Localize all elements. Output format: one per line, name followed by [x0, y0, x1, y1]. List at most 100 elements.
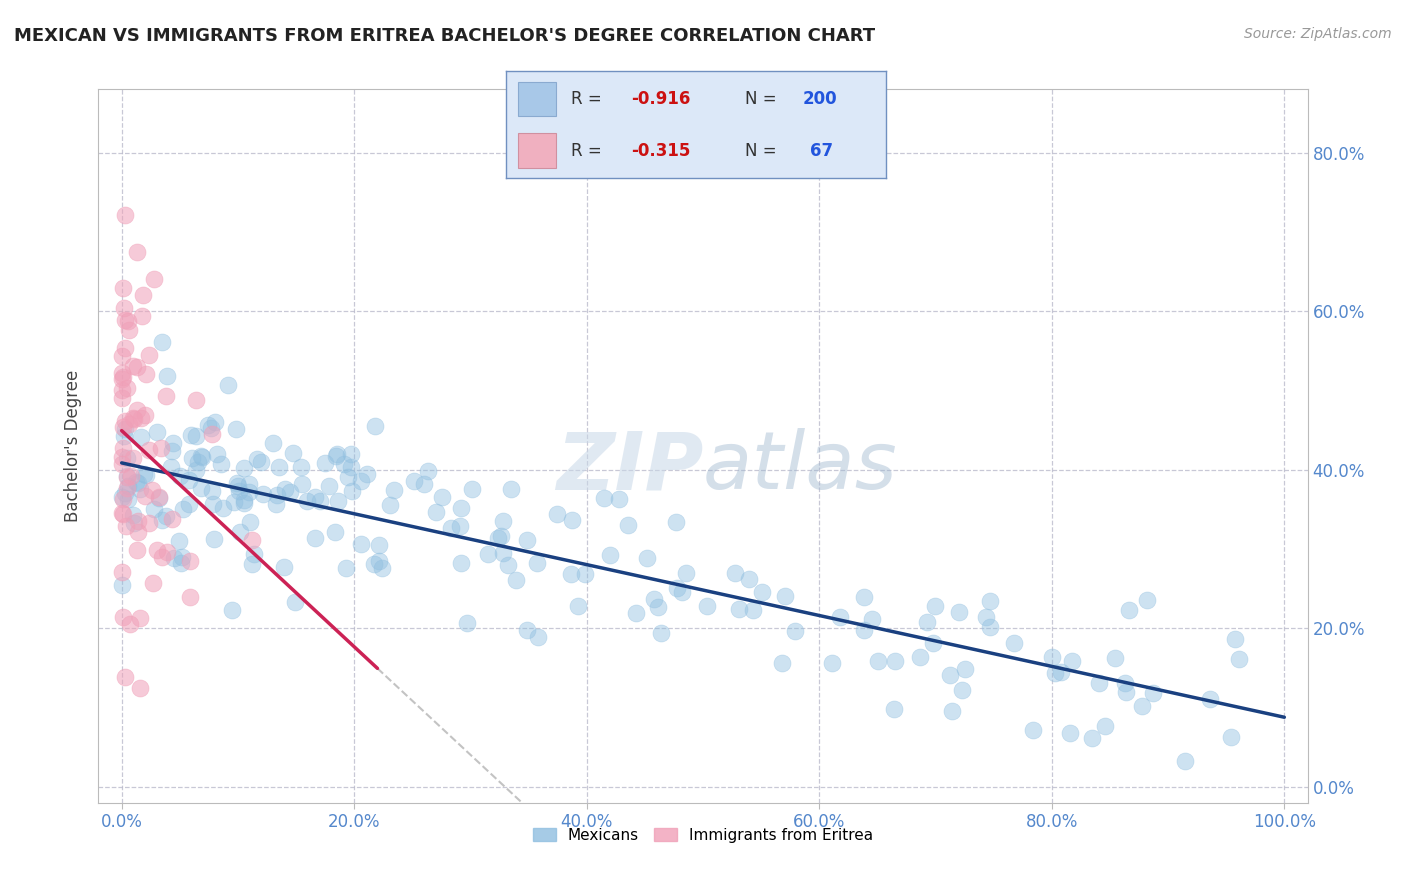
Point	[111, 349, 134, 363]
Point	[180, 428, 202, 442]
Point	[742, 603, 765, 617]
Point	[115, 470, 138, 484]
Point	[186, 393, 208, 408]
Point	[290, 460, 312, 475]
Point	[115, 519, 138, 533]
Point	[111, 450, 134, 464]
Text: 200: 200	[803, 90, 837, 108]
Point	[143, 272, 166, 286]
Point	[243, 547, 266, 561]
Point	[169, 556, 191, 570]
Point	[135, 367, 157, 381]
Point	[1022, 723, 1045, 737]
Text: 67: 67	[810, 142, 832, 160]
Point	[941, 704, 963, 718]
Text: R =: R =	[571, 90, 607, 108]
Point	[160, 512, 183, 526]
FancyBboxPatch shape	[517, 134, 555, 168]
Point	[647, 600, 669, 615]
Point	[111, 609, 134, 624]
Point	[450, 556, 472, 570]
Point	[284, 595, 307, 609]
Point	[450, 500, 472, 515]
Point	[212, 501, 235, 516]
Point	[526, 557, 548, 571]
Point	[1220, 730, 1243, 744]
Point	[924, 599, 946, 613]
Point	[830, 610, 852, 624]
Point	[665, 516, 688, 530]
Point	[751, 584, 773, 599]
Point	[114, 486, 136, 500]
Point	[125, 475, 148, 489]
Point	[250, 455, 273, 469]
Point	[266, 488, 288, 502]
Point	[138, 442, 160, 457]
Point	[114, 313, 136, 327]
Point	[186, 463, 208, 477]
Point	[238, 477, 260, 491]
Point	[111, 578, 134, 592]
FancyBboxPatch shape	[517, 82, 555, 116]
Point	[496, 558, 519, 572]
Point	[449, 519, 471, 533]
Point	[115, 451, 138, 466]
Point	[335, 561, 357, 575]
Point	[1198, 691, 1220, 706]
Point	[160, 459, 183, 474]
Point	[783, 624, 806, 639]
Point	[624, 606, 647, 620]
Point	[127, 245, 149, 260]
Point	[207, 447, 229, 461]
Point	[340, 447, 363, 461]
Point	[117, 492, 139, 507]
Point	[184, 428, 207, 442]
Point	[233, 492, 256, 507]
Point	[190, 481, 212, 495]
Point	[112, 370, 135, 384]
Point	[131, 309, 153, 323]
Point	[111, 492, 134, 507]
Point	[340, 484, 363, 499]
Point	[477, 547, 499, 561]
Point	[111, 565, 134, 579]
Point	[172, 502, 194, 516]
Point	[114, 670, 136, 684]
Point	[117, 323, 139, 337]
Point	[281, 445, 304, 459]
Point	[304, 490, 326, 504]
Point	[132, 467, 155, 481]
Y-axis label: Bachelor's Degree: Bachelor's Degree	[65, 370, 83, 522]
Point	[430, 490, 453, 504]
Point	[1115, 685, 1137, 699]
Point	[111, 506, 134, 520]
Point	[1060, 654, 1083, 668]
Point	[948, 605, 970, 619]
Point	[114, 413, 136, 427]
Point	[141, 483, 163, 497]
Point	[883, 702, 905, 716]
Point	[665, 582, 688, 596]
Point	[120, 469, 142, 483]
Point	[121, 451, 143, 466]
Point	[202, 533, 225, 547]
Text: N =: N =	[745, 90, 782, 108]
Point	[295, 494, 318, 508]
Point	[974, 610, 997, 624]
Point	[1136, 593, 1159, 607]
Point	[599, 548, 621, 562]
Point	[269, 459, 291, 474]
Point	[650, 626, 672, 640]
Point	[304, 531, 326, 545]
Point	[162, 435, 184, 450]
Point	[1130, 698, 1153, 713]
Point	[146, 425, 169, 439]
Point	[112, 280, 135, 294]
Point	[238, 485, 260, 500]
Point	[262, 436, 284, 450]
Point	[152, 549, 174, 564]
Point	[696, 599, 718, 614]
Point	[150, 334, 173, 349]
Point	[368, 554, 391, 568]
Point	[332, 457, 354, 471]
